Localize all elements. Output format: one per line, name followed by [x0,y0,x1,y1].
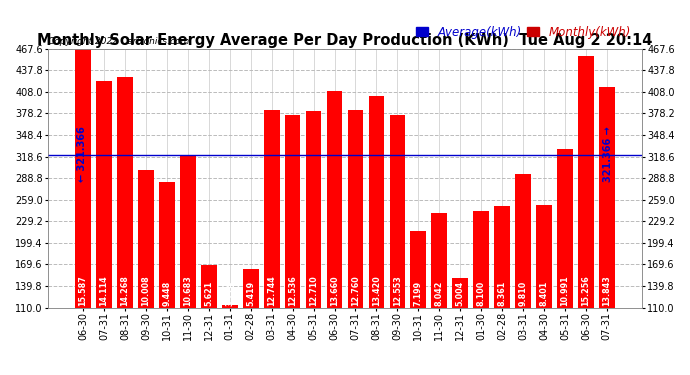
Bar [326,91,342,308]
Bar [368,96,384,308]
Bar [201,265,217,308]
Text: 8.100: 8.100 [477,281,486,306]
Bar [117,77,133,308]
Bar [557,148,573,308]
Text: 12.553: 12.553 [393,276,402,306]
Text: 9.448: 9.448 [162,281,171,306]
Text: 10.991: 10.991 [560,276,569,306]
Text: 12.744: 12.744 [267,276,276,306]
Bar [431,213,447,308]
Bar [243,270,259,308]
Bar [473,211,489,308]
Bar [494,206,510,308]
Text: 15.256: 15.256 [582,276,591,306]
Bar [159,182,175,308]
Text: 5.004: 5.004 [455,281,465,306]
Bar [453,279,468,308]
Text: 7.199: 7.199 [414,281,423,306]
Bar [138,170,154,308]
Text: 8.361: 8.361 [497,281,506,306]
Bar [348,110,364,308]
Text: 13.660: 13.660 [330,276,339,306]
Text: 10.008: 10.008 [141,276,150,306]
Legend: Average(kWh), Monthly(kWh): Average(kWh), Monthly(kWh) [411,21,635,44]
Text: 14.114: 14.114 [99,276,108,306]
Text: 13.420: 13.420 [372,276,381,306]
Bar [515,174,531,308]
Bar [578,56,594,308]
Text: 14.268: 14.268 [121,276,130,306]
Text: ← 321.366: ← 321.366 [77,127,87,182]
Bar [390,115,405,308]
Bar [222,305,237,308]
Text: 15.587: 15.587 [79,276,88,306]
Bar [264,111,279,308]
Text: 12.710: 12.710 [309,276,318,306]
Bar [180,155,196,308]
Text: Copyright 2022 Cartronics.com: Copyright 2022 Cartronics.com [48,37,190,46]
Text: 8.042: 8.042 [435,281,444,306]
Bar [411,231,426,308]
Text: 12.760: 12.760 [351,276,360,306]
Bar [536,205,552,308]
Title: Monthly Solar Energy Average Per Day Production (KWh)  Tue Aug 2 20:14: Monthly Solar Energy Average Per Day Pro… [37,33,653,48]
Bar [306,111,322,308]
Text: 3.774: 3.774 [225,281,235,306]
Bar [599,87,615,308]
Bar [75,49,91,308]
Text: 5.419: 5.419 [246,281,255,306]
Text: 5.621: 5.621 [204,281,213,306]
Text: 9.810: 9.810 [519,281,528,306]
Bar [285,115,300,308]
Text: 10.683: 10.683 [184,276,193,306]
Text: 13.843: 13.843 [602,276,611,306]
Text: 321.366 →: 321.366 → [603,127,613,182]
Text: 8.401: 8.401 [540,281,549,306]
Bar [96,81,112,308]
Text: 12.536: 12.536 [288,276,297,306]
